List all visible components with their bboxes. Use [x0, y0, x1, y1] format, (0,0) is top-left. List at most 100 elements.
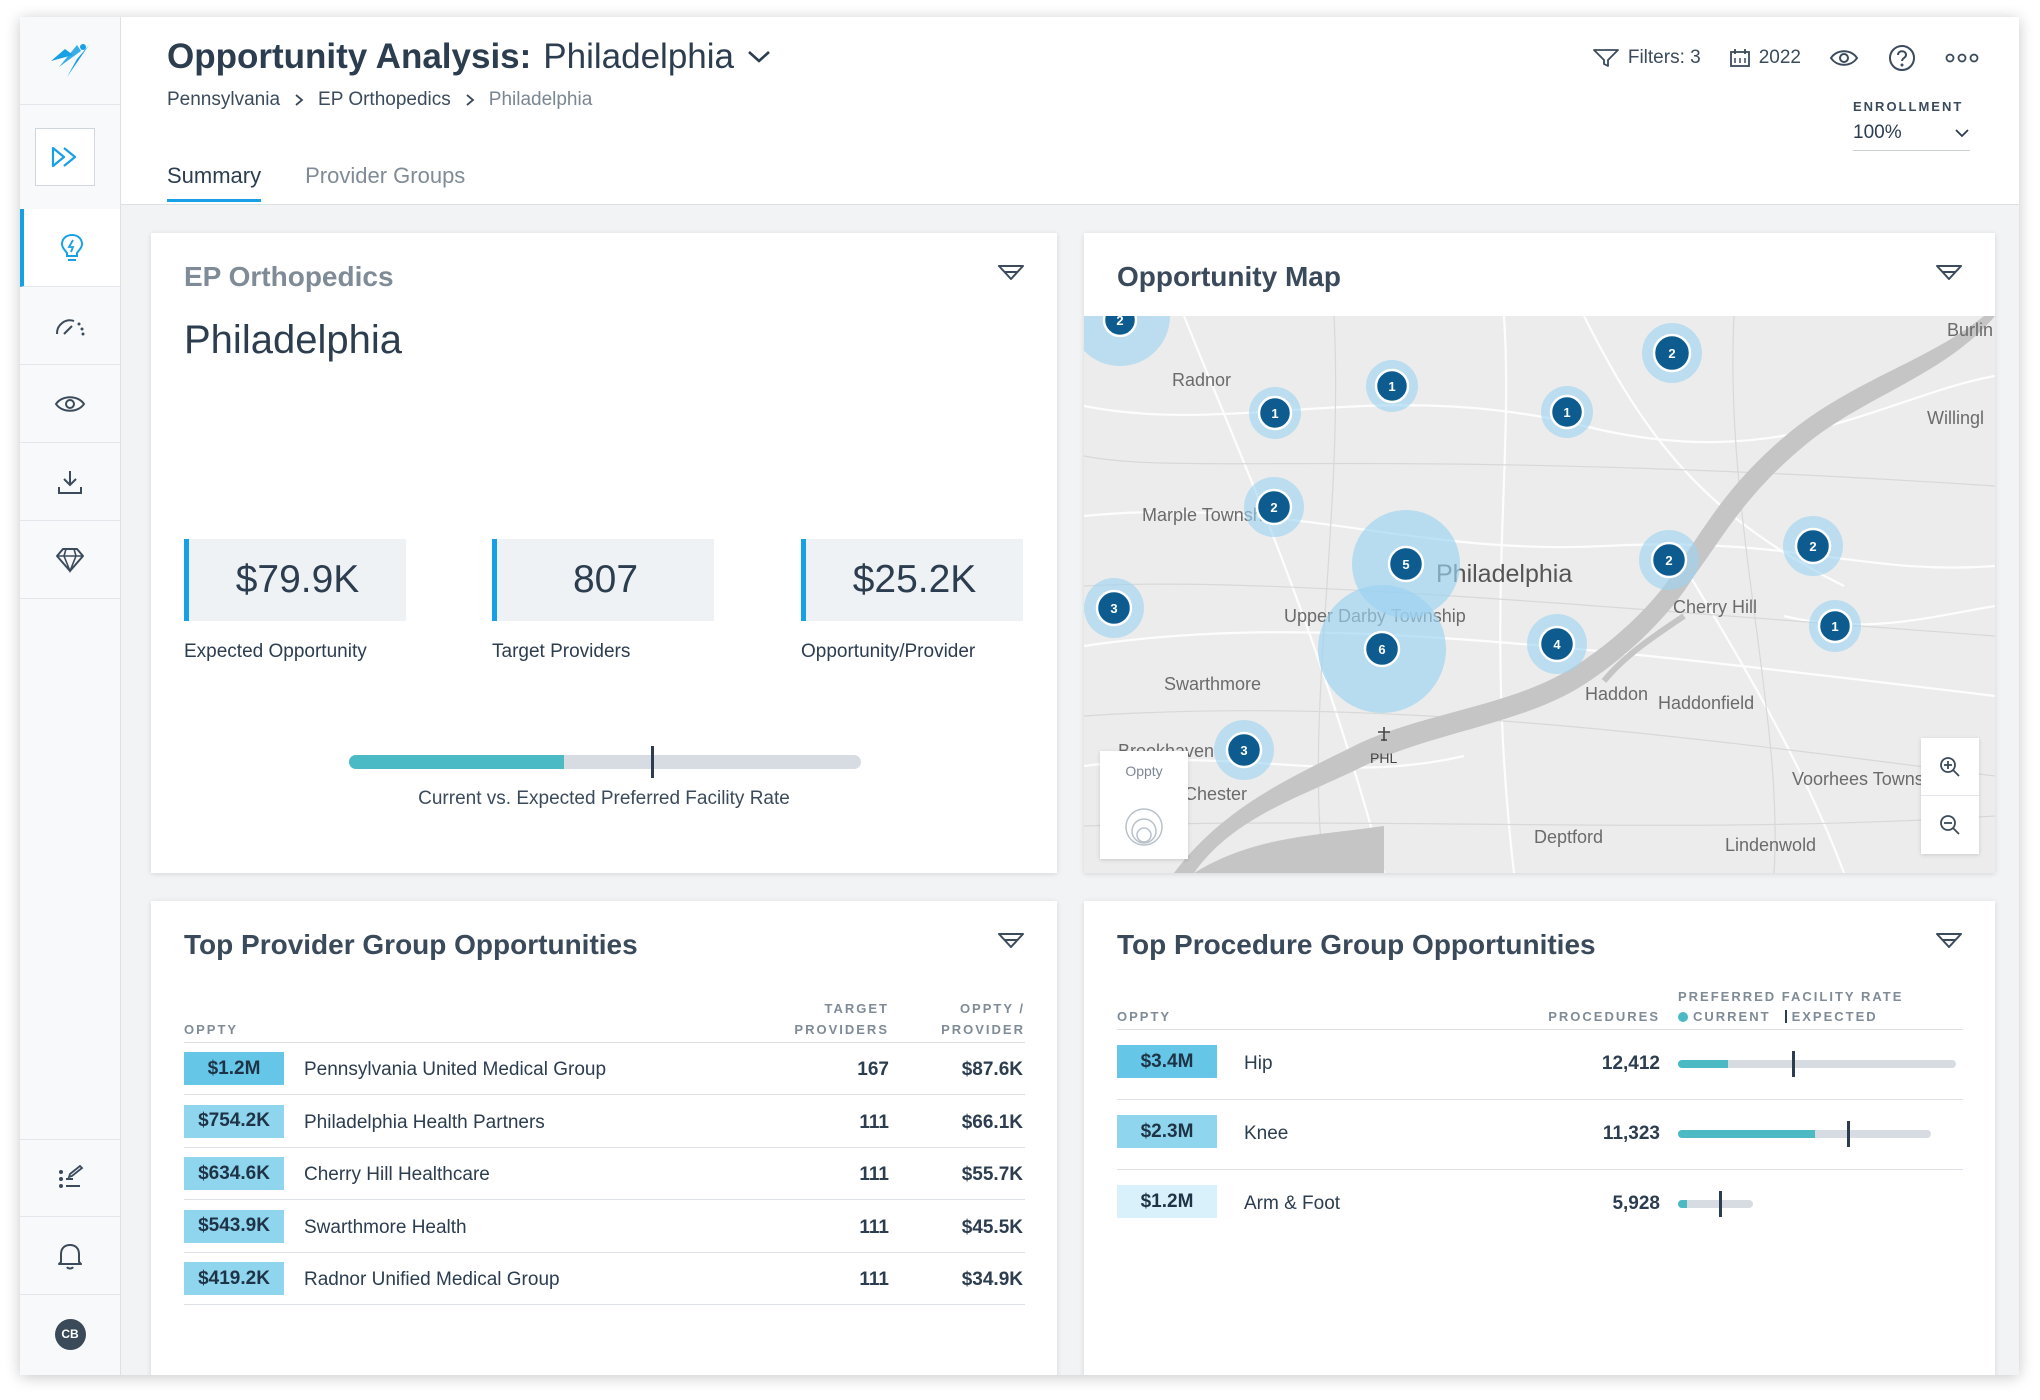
target-providers-value: 111: [859, 1164, 889, 1185]
metric-label: Target Providers: [492, 641, 631, 662]
svg-text:2: 2: [1116, 316, 1123, 328]
svg-text:1: 1: [1831, 619, 1838, 634]
map-cluster[interactable]: 1: [1541, 386, 1593, 438]
facility-rate-label: Current vs. Expected Preferred Facility …: [418, 788, 790, 809]
chevron-down-icon[interactable]: [746, 49, 772, 65]
facility-rate-legend: CURRENT EXPECTED: [1678, 1009, 1878, 1024]
card-options-icon[interactable]: [1935, 263, 1963, 285]
year-button[interactable]: 2022: [1729, 47, 1801, 69]
procedures-value: 12,412: [1601, 1053, 1660, 1074]
metric-target-providers: 807 Target Providers: [492, 539, 714, 663]
tab-summary[interactable]: Summary: [167, 163, 262, 202]
sidebar-item-account[interactable]: CB: [20, 1295, 120, 1373]
metric-expected-opportunity: $79.9K Expected Opportunity: [184, 539, 406, 663]
breadcrumb-state[interactable]: Pennsylvania: [167, 89, 281, 110]
map-label: Willingl: [1927, 408, 1984, 428]
sidebar-item-premium[interactable]: [20, 521, 120, 599]
metric-opportunity-per-provider: $25.2K Opportunity/Provider: [801, 539, 1023, 663]
procedure-name: Arm & Foot: [1244, 1193, 1341, 1214]
sidebar-item-performance[interactable]: [20, 287, 120, 365]
oppty-badge: $754.2K: [184, 1104, 284, 1138]
card-options-icon[interactable]: [997, 931, 1025, 953]
map-canvas: Burlin Radnor Willingl Marple Township P…: [1084, 316, 1995, 873]
bell-icon: [58, 1243, 82, 1269]
sidebar-item-tasks[interactable]: [20, 1139, 120, 1217]
metric-label: Expected Opportunity: [184, 641, 367, 662]
enrollment-value: 100%: [1853, 122, 1902, 143]
svg-text:2: 2: [1665, 553, 1672, 568]
more-options-icon[interactable]: [1945, 52, 1979, 64]
sidebar-item-notifications[interactable]: [20, 1217, 120, 1295]
provider-group-name: Radnor Unified Medical Group: [304, 1269, 560, 1290]
svg-text:3: 3: [1110, 601, 1117, 616]
map-cluster[interactable]: 4: [1527, 614, 1587, 674]
map-cluster[interactable]: 2: [1642, 323, 1702, 383]
map-label: Haddon: [1585, 684, 1648, 704]
svg-text:1: 1: [1271, 406, 1278, 421]
map-clusters: 2 1 1 1 2 2 5 2 2 3 6 4 1 3: [1084, 316, 1861, 780]
oppty-per-provider-value: $66.1K: [961, 1111, 1023, 1133]
enrollment-select[interactable]: 100%: [1853, 122, 1970, 151]
airport-icon: [1378, 727, 1390, 741]
filters-button[interactable]: Filters: 3: [1592, 47, 1701, 69]
procedure-groups-title: Top Procedure Group Opportunities: [1117, 929, 1596, 960]
facility-rate-current: [349, 755, 565, 769]
map-cluster[interactable]: 1: [1366, 360, 1418, 412]
facility-rate-current: [1678, 1060, 1729, 1068]
current-dot-icon: [1678, 1011, 1688, 1022]
map-cluster[interactable]: 2: [1084, 316, 1170, 366]
map-label: Haddonfield: [1658, 693, 1754, 713]
chevron-right-icon: [295, 94, 304, 106]
checklist-icon: [59, 1164, 84, 1188]
column-header-target: TARGET PROVIDERS: [794, 1001, 889, 1037]
lightbulb-icon: [60, 233, 84, 261]
map-title: Opportunity Map: [1117, 261, 1341, 292]
sidebar-item-opportunity[interactable]: [20, 209, 120, 287]
column-header-oppty: OPPTY: [184, 1022, 239, 1037]
map-cluster[interactable]: 3: [1214, 720, 1274, 780]
tab-provider-groups[interactable]: Provider Groups: [305, 163, 466, 188]
sidebar-item-download[interactable]: [20, 443, 120, 521]
zoom-controls: [1921, 738, 1979, 854]
summary-card: EP Orthopedics Philadelphia $79.9K Expec…: [151, 233, 1057, 873]
sidebar-item-view[interactable]: [20, 365, 120, 443]
breadcrumb: Pennsylvania EP Orthopedics Philadelphia: [167, 89, 592, 111]
map-cluster[interactable]: 1: [1249, 387, 1301, 439]
facility-rate-current: [1678, 1200, 1687, 1208]
metric-value: 807: [492, 539, 714, 621]
legend-label: Oppty: [1125, 763, 1163, 779]
zoom-in-button[interactable]: [1921, 738, 1979, 796]
facility-rate-current: [1678, 1130, 1815, 1138]
zoom-out-button[interactable]: [1921, 796, 1979, 854]
year-label: 2022: [1758, 47, 1801, 68]
map-cluster[interactable]: 2: [1244, 477, 1304, 537]
double-chevron-right-icon: [51, 146, 77, 168]
expand-sidebar-button[interactable]: [35, 128, 95, 186]
map-cluster[interactable]: 2: [1783, 516, 1843, 576]
card-options-icon[interactable]: [1935, 931, 1963, 953]
app-logo[interactable]: [20, 17, 120, 105]
page-title-city: Philadelphia: [543, 37, 735, 76]
eye-icon[interactable]: [1829, 48, 1859, 68]
map-cluster[interactable]: 6: [1318, 585, 1446, 713]
summary-group-title: EP Orthopedics: [184, 261, 394, 292]
procedures-value: 5,928: [1612, 1193, 1660, 1214]
map-cluster[interactable]: 3: [1084, 578, 1144, 638]
card-options-icon[interactable]: [997, 263, 1025, 285]
map-cluster[interactable]: 2: [1639, 530, 1699, 590]
facility-rate-bar: [1678, 1051, 1956, 1077]
legend-circles-icon: [1125, 808, 1163, 846]
oppty-per-provider-value: $34.9K: [961, 1269, 1023, 1290]
breadcrumb-group[interactable]: EP Orthopedics: [318, 89, 451, 110]
filter-icon: [1592, 49, 1619, 67]
oppty-per-provider-value: $45.5K: [961, 1216, 1023, 1238]
page-title-label: Opportunity Analysis:: [167, 37, 532, 76]
opportunity-map[interactable]: Burlin Radnor Willingl Marple Township P…: [1084, 316, 1995, 873]
map-label: Lindenwold: [1725, 835, 1816, 855]
metric-value: $25.2K: [801, 539, 1023, 621]
help-icon[interactable]: [1887, 43, 1917, 73]
procedure-name: Hip: [1244, 1053, 1273, 1074]
page-title[interactable]: Opportunity Analysis: Philadelphia: [167, 37, 772, 77]
map-cluster[interactable]: 1: [1809, 600, 1861, 652]
enrollment-label: ENROLLMENT: [1853, 99, 1964, 114]
